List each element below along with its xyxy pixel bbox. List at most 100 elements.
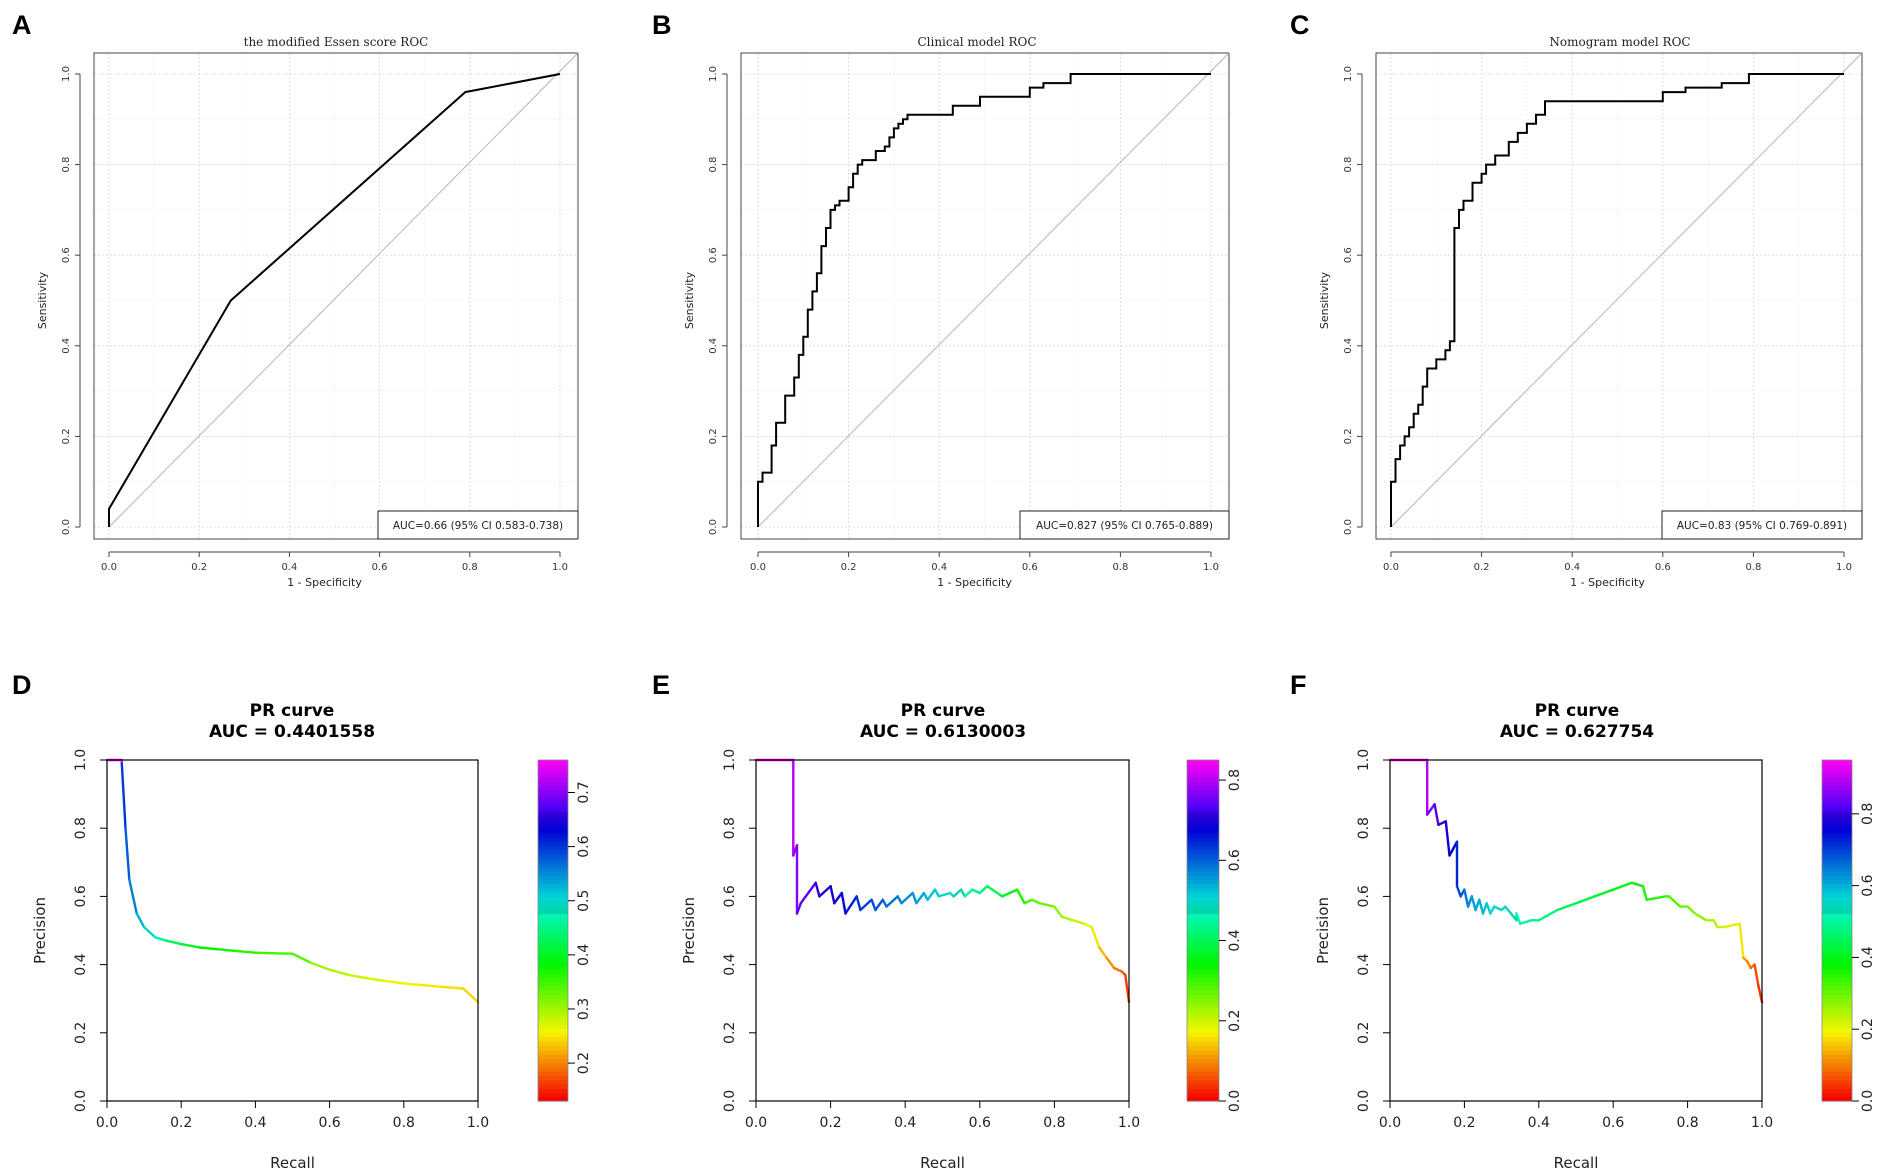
pr-curve-segment	[1611, 881, 1634, 891]
colorbar-band	[538, 1028, 568, 1034]
colorbar-band	[1187, 981, 1219, 987]
pr-curve-segment	[1097, 946, 1108, 959]
panel-letter: A	[12, 10, 32, 40]
pr-curve-segment	[135, 912, 146, 929]
colorbar-band	[538, 815, 568, 821]
colorbar-band	[538, 1071, 568, 1077]
colorbar-band	[1822, 921, 1852, 927]
colorbar-band	[538, 875, 568, 880]
colorbar-band	[538, 794, 568, 799]
colorbar-band	[538, 768, 568, 774]
colorbar-band	[1822, 926, 1852, 932]
colorbar-band	[1822, 1058, 1852, 1064]
pr-curve-segment	[1504, 905, 1518, 922]
y-tick-label: 0.0	[73, 1090, 89, 1112]
pr-curve-segment	[384, 979, 405, 985]
y-axis-label: Precision	[31, 897, 49, 964]
colorbar-band	[1822, 887, 1852, 893]
pr-curve-segment	[120, 762, 127, 830]
colorbar-band	[1822, 1011, 1852, 1017]
colorbar-band	[1187, 883, 1219, 889]
colorbar-band	[1822, 981, 1852, 987]
x-tick-label: 0.6	[969, 1115, 991, 1131]
pr-curve-segment	[1038, 902, 1056, 908]
x-tick-label: 0.2	[841, 562, 857, 573]
y-tick-label: 0.8	[61, 157, 72, 173]
colorbar-band	[1822, 764, 1852, 770]
colorbar-band	[1822, 1062, 1852, 1068]
pr-curve-segment	[840, 891, 847, 915]
pr-curve-segment	[870, 898, 877, 912]
colorbar-band	[1822, 934, 1852, 940]
colorbar-band	[1187, 1020, 1219, 1025]
colorbar-band	[1822, 1045, 1852, 1051]
pr-curve-segment	[1757, 983, 1764, 1004]
pr-curve-segment	[971, 888, 981, 895]
pr-curve-segment	[1485, 902, 1492, 915]
colorbar-band	[1187, 917, 1219, 923]
colorbar-band	[538, 1015, 568, 1021]
reference-diagonal	[1390, 52, 1863, 528]
chart-title: Clinical model ROC	[917, 35, 1036, 49]
colorbar-band	[538, 836, 568, 842]
colorbar-band	[1822, 760, 1852, 765]
x-tick-label: 0.6	[1022, 562, 1038, 573]
pr-curve-segment	[1433, 803, 1440, 826]
y-axis-label: Precision	[1314, 897, 1332, 964]
colorbar-tick-label: 0.3	[576, 998, 592, 1020]
pr-curve-segment	[818, 885, 832, 898]
colorbar-band	[1822, 1020, 1852, 1025]
colorbar-band	[1822, 943, 1852, 949]
pr-curve-segment	[844, 895, 858, 915]
pr-curve-segment	[799, 881, 817, 905]
x-tick-label: 0.0	[1379, 1115, 1401, 1131]
colorbar-band	[1187, 1049, 1219, 1055]
y-tick-label: 0.2	[1356, 1022, 1372, 1044]
colorbar-band	[1822, 815, 1852, 821]
colorbar-band	[1187, 815, 1219, 821]
legend-text: AUC=0.66 (95% CI 0.583-0.738)	[393, 520, 563, 532]
colorbar-band	[538, 930, 568, 936]
colorbar-band	[1187, 1045, 1219, 1051]
x-tick-label: 0.6	[318, 1115, 340, 1131]
colorbar-band	[1187, 964, 1219, 970]
colorbar-band	[1187, 1096, 1219, 1102]
colorbar-band	[1822, 1049, 1852, 1055]
colorbar-band	[1822, 900, 1852, 906]
colorbar-band	[538, 1062, 568, 1068]
colorbar-band	[1187, 1079, 1219, 1085]
y-tick-label: 0.0	[61, 519, 72, 535]
colorbar-band	[1822, 853, 1852, 859]
colorbar-band	[1187, 866, 1219, 872]
x-tick-label: 0.2	[1474, 562, 1490, 573]
colorbar-tick-label: 0.6	[1227, 849, 1243, 871]
x-tick-label: 0.8	[1745, 562, 1761, 573]
colorbar-band	[1822, 802, 1852, 808]
x-tick-label: 0.4	[894, 1115, 916, 1131]
colorbar-band	[1822, 960, 1852, 966]
colorbar-band	[1187, 1028, 1219, 1034]
colorbar-band	[1822, 875, 1852, 880]
colorbar-band	[1187, 973, 1219, 978]
colorbar-band	[1187, 900, 1219, 906]
colorbar: 0.0 0.2 0.4 0.6 0.8	[1186, 759, 1243, 1112]
colorbar-band	[538, 1007, 568, 1013]
colorbar-band	[538, 968, 568, 974]
colorbar-band	[538, 947, 568, 953]
x-axis-label: Recall	[270, 1154, 315, 1172]
colorbar-band	[538, 934, 568, 940]
x-tick-label: 0.2	[1453, 1115, 1475, 1131]
pr-curve-segment	[963, 888, 974, 898]
x-tick-label: 1.0	[1751, 1115, 1773, 1131]
colorbar-band	[1187, 990, 1219, 996]
colorbar-band	[1822, 1083, 1852, 1089]
pr-curve-segment	[124, 827, 131, 881]
y-tick-label: 0.8	[708, 157, 719, 173]
colorbar-band	[1187, 819, 1219, 825]
colorbar-band	[1187, 789, 1219, 795]
colorbar-band	[538, 892, 568, 897]
panel-letter: D	[12, 670, 32, 700]
colorbar-band	[1187, 943, 1219, 949]
colorbar-band	[1822, 1007, 1852, 1013]
x-tick-label: 0.2	[170, 1115, 192, 1131]
